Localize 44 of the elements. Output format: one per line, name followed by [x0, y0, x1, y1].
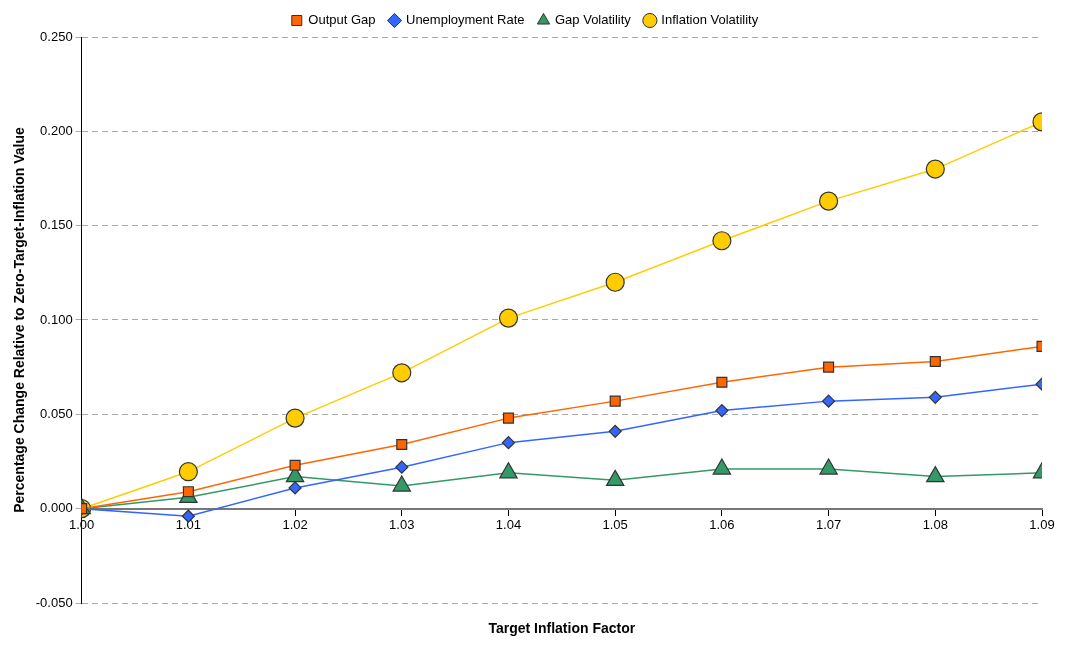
y-tick-label: 0.000: [40, 500, 73, 516]
point: [288, 481, 302, 495]
point: [716, 376, 728, 388]
y-tick-label: -0.050: [35, 594, 73, 610]
point: [502, 412, 515, 424]
point: [821, 394, 836, 408]
y-tick-label: 0.100: [40, 311, 73, 327]
legend-label: Unemployment Rate: [406, 12, 525, 28]
point: [925, 159, 945, 179]
point: [609, 395, 621, 407]
point: [501, 436, 516, 450]
legend-label: Output Gap: [308, 12, 376, 28]
y-tick-label: 0.250: [40, 28, 73, 44]
point: [928, 390, 942, 404]
point: [605, 272, 625, 292]
point: [392, 363, 412, 383]
point: [285, 408, 305, 428]
point: [929, 355, 941, 368]
point: [396, 438, 408, 451]
y-tick-label: 0.150: [40, 217, 73, 233]
legend-label: Gap Volatility: [555, 12, 632, 28]
point: [823, 361, 835, 373]
y-tick-label: 0.200: [40, 122, 73, 138]
point: [289, 459, 301, 471]
y-axis-title: Percentage Change Relative to Zero-Target-Inflation Value: [11, 126, 28, 513]
x-tick-label: 1.02: [282, 517, 308, 533]
x-tick-label: 1.08: [922, 517, 948, 533]
point: [818, 191, 839, 211]
y-tick-label: 0.050: [40, 405, 73, 421]
x-tick-label: 1.05: [602, 517, 628, 533]
x-tick-label: 1.01: [175, 517, 202, 533]
point: [608, 424, 622, 438]
point: [395, 460, 409, 474]
point: [712, 231, 732, 251]
x-tick-label: 1.04: [495, 517, 522, 533]
x-axis-title: Target Inflation Factor: [488, 619, 636, 636]
x-tick-label: 1.03: [389, 517, 415, 533]
x-tick-label: 1.09: [1029, 517, 1055, 533]
x-tick-label: 1.07: [815, 517, 842, 533]
legend-label: Inflation Volatility: [661, 12, 759, 28]
x-tick-label: 1.06: [709, 517, 735, 533]
point: [498, 308, 519, 328]
point: [715, 403, 729, 418]
point: [178, 462, 198, 482]
